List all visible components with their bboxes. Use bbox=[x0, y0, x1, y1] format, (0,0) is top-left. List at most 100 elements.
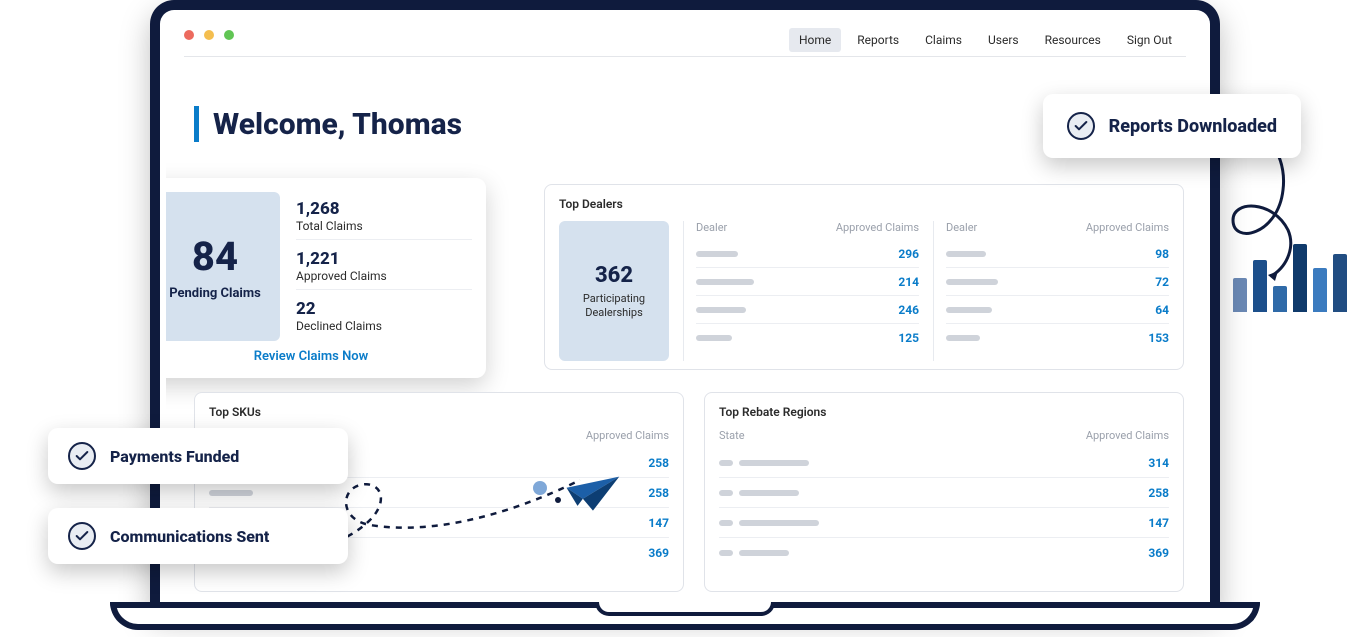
stat-label: Total Claims bbox=[296, 219, 472, 233]
top-skus-title: Top SKUs bbox=[209, 405, 669, 419]
stat-row: 22 Declined Claims bbox=[296, 295, 472, 339]
dealer-name-placeholder bbox=[946, 335, 980, 341]
dealer-name-placeholder bbox=[696, 307, 746, 313]
toast-communications-sent: Communications Sent bbox=[48, 508, 348, 564]
dealer-name-placeholder bbox=[696, 335, 732, 341]
welcome-heading: Welcome, Thomas bbox=[194, 106, 462, 142]
state-placeholder bbox=[719, 550, 789, 556]
approved-value: 64 bbox=[1155, 303, 1169, 317]
approved-value: 246 bbox=[898, 303, 919, 317]
stat-value: 22 bbox=[296, 299, 472, 319]
laptop-base bbox=[110, 602, 1260, 630]
dealer-name-placeholder bbox=[696, 279, 754, 285]
region-row: 258 bbox=[719, 478, 1169, 508]
approved-header: Approved Claims bbox=[1086, 221, 1169, 234]
stat-row: 1,268 Total Claims bbox=[296, 195, 472, 240]
top-nav: HomeReportsClaimsUsersResourcesSign Out bbox=[789, 28, 1182, 52]
state-header: State bbox=[719, 429, 745, 442]
approved-value: 258 bbox=[648, 486, 669, 500]
dealer-row: 72 bbox=[946, 268, 1169, 296]
review-claims-link[interactable]: Review Claims Now bbox=[166, 341, 472, 364]
top-regions-title: Top Rebate Regions bbox=[719, 405, 1169, 419]
pending-claims-tile: 84 Pending Claims bbox=[166, 192, 280, 341]
top-dealers-title: Top Dealers bbox=[559, 197, 1169, 211]
maximize-dot[interactable] bbox=[224, 30, 234, 40]
state-placeholder bbox=[719, 490, 799, 496]
nav-item-users[interactable]: Users bbox=[978, 28, 1029, 52]
check-icon bbox=[68, 522, 96, 550]
approved-value: 125 bbox=[898, 331, 919, 345]
dealer-name-placeholder bbox=[946, 279, 998, 285]
approved-header: Approved Claims bbox=[1086, 429, 1169, 442]
approved-value: 369 bbox=[648, 546, 669, 560]
accent-bar bbox=[194, 106, 199, 142]
approved-value: 258 bbox=[1148, 486, 1169, 500]
region-row: 147 bbox=[719, 508, 1169, 538]
dealer-row: 246 bbox=[696, 296, 919, 324]
dealer-row: 125 bbox=[696, 324, 919, 352]
close-dot[interactable] bbox=[184, 30, 194, 40]
approved-value: 98 bbox=[1155, 247, 1169, 261]
page-title: Welcome, Thomas bbox=[213, 107, 462, 142]
approved-value: 153 bbox=[1148, 331, 1169, 345]
nav-item-resources[interactable]: Resources bbox=[1035, 28, 1111, 52]
participating-count: 362 bbox=[595, 263, 633, 288]
toast-reports-downloaded: Reports Downloaded bbox=[1043, 94, 1301, 158]
mini-bar bbox=[1273, 286, 1287, 312]
state-placeholder bbox=[719, 460, 809, 466]
approved-value: 214 bbox=[898, 275, 919, 289]
check-icon bbox=[68, 442, 96, 470]
mini-bar bbox=[1253, 260, 1267, 312]
pending-claims-card: 84 Pending Claims 1,268 Total Claims 1,22… bbox=[166, 178, 486, 378]
dealer-name-placeholder bbox=[696, 251, 738, 257]
nav-item-reports[interactable]: Reports bbox=[847, 28, 909, 52]
nav-item-claims[interactable]: Claims bbox=[915, 28, 972, 52]
toast-payments-funded: Payments Funded bbox=[48, 428, 348, 484]
check-icon bbox=[1067, 112, 1095, 140]
dealer-row: 214 bbox=[696, 268, 919, 296]
nav-divider bbox=[184, 56, 1186, 57]
nav-item-home[interactable]: Home bbox=[789, 28, 841, 52]
approved-header: Approved Claims bbox=[836, 221, 919, 234]
dealer-row: 64 bbox=[946, 296, 1169, 324]
pending-count: 84 bbox=[192, 233, 238, 280]
approved-value: 72 bbox=[1155, 275, 1169, 289]
approved-value: 296 bbox=[898, 247, 919, 261]
mini-bar bbox=[1333, 254, 1347, 312]
mini-bar bbox=[1293, 244, 1307, 312]
sku-name-placeholder bbox=[209, 490, 253, 496]
approved-value: 147 bbox=[648, 516, 669, 530]
stat-label: Declined Claims bbox=[296, 319, 472, 333]
approved-value: 258 bbox=[648, 456, 669, 470]
top-dealers-panel: Top Dealers 362 Participating Dealership… bbox=[544, 184, 1184, 370]
minimize-dot[interactable] bbox=[204, 30, 214, 40]
approved-value: 147 bbox=[1148, 516, 1169, 530]
dealer-row: 153 bbox=[946, 324, 1169, 352]
region-row: 369 bbox=[719, 538, 1169, 568]
stat-value: 1,221 bbox=[296, 249, 472, 269]
laptop-notch bbox=[595, 602, 775, 616]
dealer-header: Dealer bbox=[946, 221, 977, 234]
mini-bar bbox=[1233, 278, 1247, 312]
approved-header: Approved Claims bbox=[586, 429, 669, 442]
stat-row: 1,221 Approved Claims bbox=[296, 245, 472, 290]
mini-bar bbox=[1313, 268, 1327, 312]
nav-item-sign-out[interactable]: Sign Out bbox=[1117, 28, 1182, 52]
approved-value: 369 bbox=[1148, 546, 1169, 560]
stat-value: 1,268 bbox=[296, 199, 472, 219]
region-row: 314 bbox=[719, 448, 1169, 478]
dealer-column-1: Dealer Approved Claims 296 214 246 125 bbox=[683, 221, 919, 361]
state-placeholder bbox=[719, 520, 819, 526]
toast-label: Communications Sent bbox=[110, 527, 269, 546]
toast-label: Reports Downloaded bbox=[1109, 116, 1277, 137]
stat-label: Approved Claims bbox=[296, 269, 472, 283]
dealer-row: 296 bbox=[696, 240, 919, 268]
dealer-header: Dealer bbox=[696, 221, 727, 234]
participating-tile: 362 Participating Dealerships bbox=[559, 221, 669, 361]
participating-label: Participating Dealerships bbox=[559, 292, 669, 318]
top-regions-panel: Top Rebate Regions State Approved Claims… bbox=[704, 392, 1184, 592]
dealer-column-2: Dealer Approved Claims 98 72 64 153 bbox=[933, 221, 1169, 361]
dealer-name-placeholder bbox=[946, 307, 992, 313]
approved-value: 314 bbox=[1148, 456, 1169, 470]
dealer-name-placeholder bbox=[946, 251, 986, 257]
